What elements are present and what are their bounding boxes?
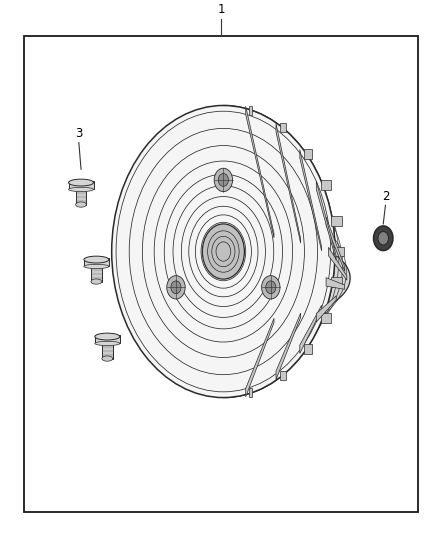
Ellipse shape — [84, 256, 109, 263]
Ellipse shape — [167, 276, 185, 299]
Polygon shape — [276, 124, 300, 243]
Polygon shape — [300, 305, 321, 353]
Bar — [304, 149, 312, 159]
Ellipse shape — [378, 231, 389, 245]
Bar — [304, 344, 312, 354]
Bar — [331, 277, 342, 287]
Bar — [321, 313, 331, 322]
Ellipse shape — [266, 281, 276, 294]
Polygon shape — [316, 181, 336, 260]
Ellipse shape — [76, 202, 86, 207]
Bar — [84, 258, 109, 266]
Ellipse shape — [102, 356, 113, 361]
Ellipse shape — [202, 224, 244, 279]
Polygon shape — [246, 106, 274, 238]
Ellipse shape — [95, 333, 120, 340]
Bar — [102, 343, 113, 359]
Bar — [68, 181, 93, 189]
Polygon shape — [326, 217, 345, 271]
Bar — [24, 36, 418, 512]
Ellipse shape — [171, 281, 181, 294]
Ellipse shape — [261, 276, 280, 299]
Polygon shape — [300, 150, 321, 251]
Polygon shape — [328, 247, 347, 280]
Text: 1: 1 — [217, 3, 225, 17]
Ellipse shape — [68, 187, 94, 191]
Bar — [280, 123, 286, 133]
Ellipse shape — [84, 264, 109, 269]
Ellipse shape — [112, 106, 335, 398]
Polygon shape — [276, 313, 300, 379]
Ellipse shape — [218, 174, 229, 187]
Bar — [95, 335, 120, 343]
Bar — [76, 189, 86, 205]
Bar — [249, 106, 252, 115]
Bar — [331, 216, 342, 226]
Text: 3: 3 — [75, 127, 82, 140]
Polygon shape — [246, 318, 274, 397]
Bar — [333, 247, 344, 256]
Polygon shape — [316, 296, 336, 322]
Ellipse shape — [95, 341, 120, 345]
Polygon shape — [223, 106, 350, 398]
Bar — [321, 181, 331, 190]
Text: 2: 2 — [381, 190, 389, 203]
Ellipse shape — [91, 279, 102, 284]
Polygon shape — [326, 278, 345, 289]
Ellipse shape — [374, 226, 393, 251]
Ellipse shape — [68, 179, 94, 186]
Ellipse shape — [214, 168, 233, 192]
Bar — [91, 266, 102, 281]
Bar — [249, 388, 252, 398]
Bar — [280, 370, 286, 380]
